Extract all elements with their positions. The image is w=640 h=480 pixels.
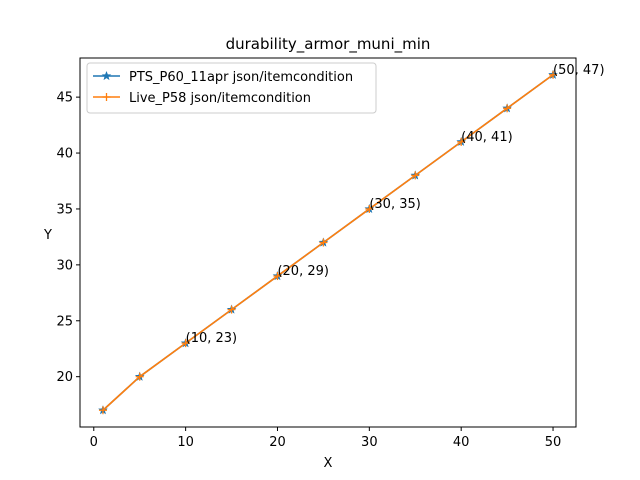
y-axis: 20 25 30 35 40 45: [56, 91, 80, 385]
annotations: (10, 23) (20, 29) (30, 35) (40, 41) (50, 47): [186, 63, 605, 346]
point-annotation: (30, 35): [369, 197, 421, 212]
data-point: [273, 272, 282, 281]
legend-label: PTS_P60_11apr json/itemcondition: [129, 70, 353, 85]
plot-area: [79, 57, 577, 428]
legend-entry: Live_P58 json/itemcondition: [93, 91, 311, 106]
x-tick-label: 30: [361, 435, 378, 450]
y-tick-label: 40: [56, 147, 73, 162]
data-point: [135, 372, 144, 381]
chart-title: durability_armor_muni_min: [226, 35, 431, 54]
x-tick-label: 20: [269, 435, 286, 450]
series-line: [102, 74, 554, 411]
x-tick-label: 10: [177, 435, 194, 450]
legend-label: Live_P58 json/itemcondition: [129, 91, 311, 106]
data-point: [319, 238, 328, 247]
x-tick-label: 0: [90, 435, 98, 450]
legend: PTS_P60_11apr json/itemcondition Live_P58…: [86, 62, 377, 114]
point-annotation: (40, 41): [461, 130, 513, 145]
legend-entry: PTS_P60_11apr json/itemcondition: [93, 70, 353, 85]
x-axis: 0 10 20 30 40 50: [90, 427, 562, 450]
legend-marker: [101, 70, 112, 81]
data-point: [549, 70, 558, 79]
data-point: [181, 339, 190, 348]
y-axis-label: Y: [43, 228, 52, 243]
series-2: [98, 70, 558, 415]
data-point: [503, 104, 512, 113]
point-annotation: (50, 47): [553, 63, 605, 78]
y-tick-label: 20: [56, 370, 73, 385]
data-point: [227, 305, 236, 314]
x-tick-label: 40: [453, 435, 470, 450]
x-axis-label: X: [324, 456, 333, 471]
series-group: [98, 69, 558, 415]
series-line: [102, 74, 554, 411]
point-annotation: (10, 23): [186, 331, 238, 346]
data-point: [457, 137, 466, 146]
y-tick-label: 45: [56, 91, 73, 106]
data-point: [98, 406, 107, 415]
legend-marker: [102, 93, 111, 101]
data-point: [365, 204, 374, 213]
x-tick-label: 50: [545, 435, 562, 450]
data-point: [411, 171, 420, 180]
y-tick-label: 35: [56, 202, 73, 217]
y-tick-label: 25: [56, 314, 73, 329]
y-tick-label: 30: [56, 258, 73, 273]
point-annotation: (20, 29): [277, 264, 329, 279]
plot-frame: [79, 57, 577, 428]
legend-box: [86, 62, 377, 114]
